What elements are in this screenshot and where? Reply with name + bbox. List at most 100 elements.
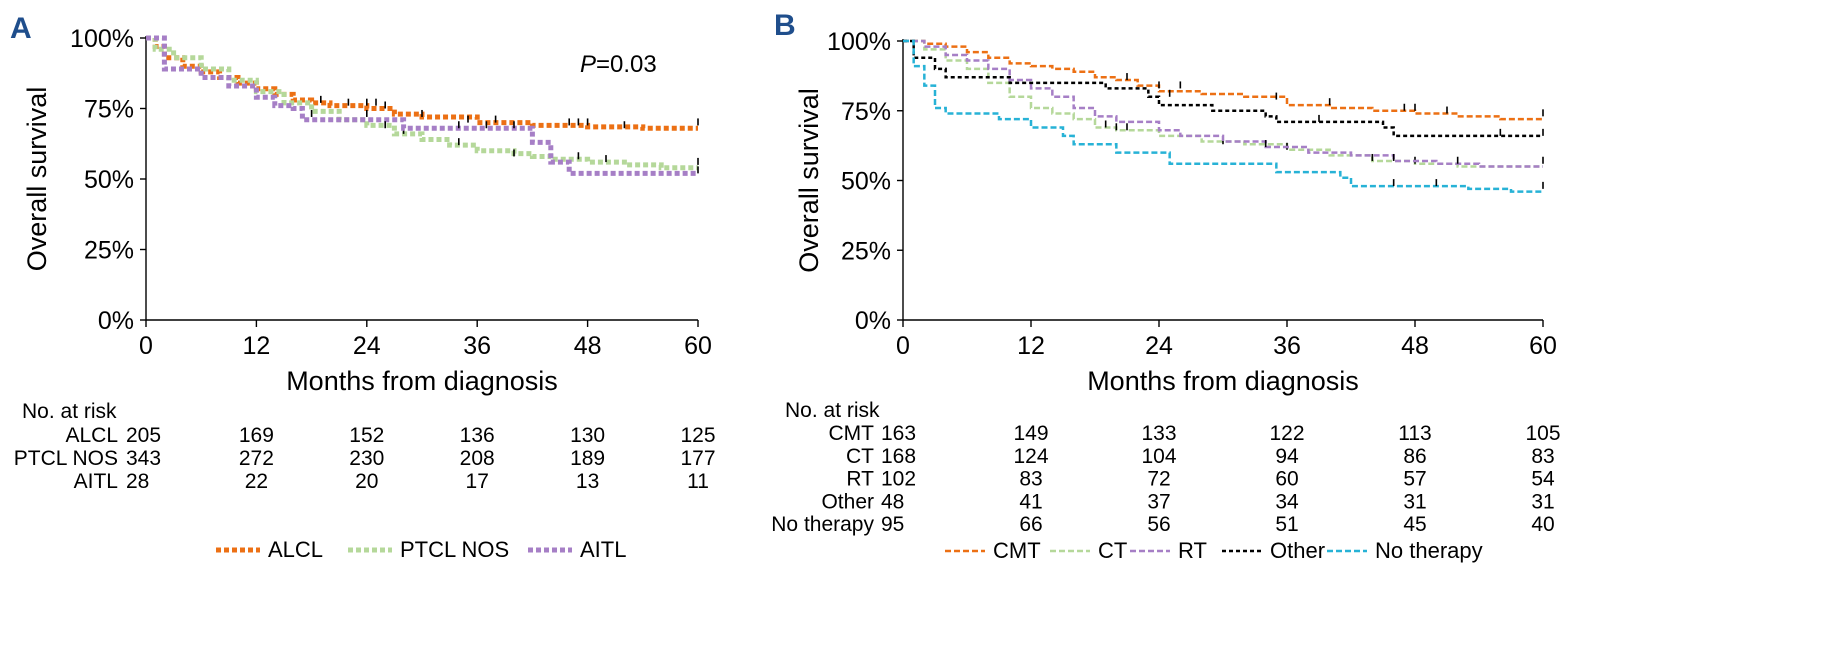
y-tick-label: 25%	[841, 237, 891, 265]
legend-label-cmt: CMT	[993, 538, 1041, 563]
risk-value: 149	[1013, 422, 1048, 445]
risk-row-label: CT	[846, 445, 874, 468]
legend-label-rt: RT	[1178, 538, 1207, 563]
x-tick-label: 12	[1017, 332, 1045, 360]
risk-row-label: ALCL	[65, 424, 118, 447]
x-axis-label: Months from diagnosis	[1087, 366, 1359, 396]
risk-value: 48	[881, 490, 904, 513]
risk-value: 102	[881, 468, 916, 491]
x-tick-label: 24	[353, 332, 381, 360]
risk-value: 177	[680, 447, 715, 470]
x-tick-label: 36	[1273, 332, 1301, 360]
risk-value: 343	[126, 447, 161, 470]
y-tick-label: 50%	[84, 166, 134, 194]
x-tick-label: 0	[139, 332, 153, 360]
x-tick-label: 12	[242, 332, 270, 360]
risk-row-label: AITL	[74, 470, 118, 493]
y-tick-label: 0%	[855, 307, 891, 335]
risk-value: 13	[576, 470, 599, 493]
x-tick-label: 48	[1401, 332, 1429, 360]
series-line-aitl	[146, 35, 698, 176]
risk-value: 136	[460, 424, 495, 447]
series-line-ct	[903, 39, 1543, 168]
series-line-other	[903, 39, 1543, 138]
risk-value: 56	[1147, 513, 1170, 536]
risk-value: 31	[1531, 490, 1554, 513]
series-line-alcl	[146, 35, 698, 131]
risk-value: 11	[687, 470, 709, 493]
risk-value: 17	[466, 470, 489, 493]
y-axis-label: Overall survival	[794, 88, 824, 273]
risk-value: 22	[245, 470, 268, 493]
risk-value: 122	[1269, 422, 1304, 445]
y-tick-label: 75%	[841, 98, 891, 126]
risk-value: 72	[1147, 468, 1170, 491]
risk-value: 168	[881, 445, 916, 468]
panel-label: A	[10, 12, 32, 45]
risk-value: 66	[1019, 513, 1042, 536]
risk-value: 152	[349, 424, 384, 447]
risk-value: 95	[881, 513, 904, 536]
panel-a: A 0% 25% 50% 75% 100% 0 12 24 36 48 60 Months from d…	[10, 12, 716, 562]
risk-value: 45	[1403, 513, 1426, 536]
risk-value: 34	[1275, 490, 1299, 513]
series-line-rt	[903, 39, 1543, 168]
risk-value: 28	[126, 470, 149, 493]
risk-value: 31	[1403, 490, 1426, 513]
risk-row-label: PTCL NOS	[14, 447, 118, 470]
y-tick-label: 50%	[841, 168, 891, 196]
risk-value: 20	[355, 470, 378, 493]
legend-label-no-therapy: No therapy	[1375, 538, 1483, 563]
risk-table-title: No. at risk	[785, 399, 880, 422]
x-tick-label: 48	[574, 332, 602, 360]
risk-value: 124	[1013, 445, 1048, 468]
risk-value: 189	[570, 447, 605, 470]
y-tick-label: 100%	[827, 28, 891, 56]
series-line-no-therapy	[903, 39, 1543, 193]
risk-value: 205	[126, 424, 161, 447]
risk-value: 208	[460, 447, 495, 470]
y-tick-label: 0%	[98, 307, 134, 335]
risk-value: 169	[239, 424, 274, 447]
risk-value: 230	[349, 447, 384, 470]
risk-value: 41	[1019, 490, 1042, 513]
risk-value: 57	[1403, 468, 1426, 491]
risk-value: 130	[570, 424, 605, 447]
legend-label-aitl: AITL	[580, 537, 626, 562]
risk-value: 272	[239, 447, 274, 470]
x-tick-label: 36	[463, 332, 491, 360]
x-tick-label: 60	[1529, 332, 1557, 360]
risk-value: 37	[1147, 490, 1170, 513]
x-axis-label: Months from diagnosis	[286, 366, 558, 396]
x-tick-label: 0	[896, 332, 910, 360]
risk-row-label: CMT	[829, 422, 875, 445]
x-tick-label: 60	[684, 332, 712, 360]
risk-value: 104	[1141, 445, 1176, 468]
risk-value: 163	[881, 422, 916, 445]
risk-value: 51	[1275, 513, 1298, 536]
risk-row-label: RT	[846, 468, 874, 491]
risk-row-label: Other	[821, 490, 874, 513]
risk-value: 113	[1398, 422, 1431, 445]
legend-label-other: Other	[1270, 538, 1325, 563]
risk-value: 86	[1403, 445, 1426, 468]
x-tick-label: 24	[1145, 332, 1173, 360]
p-value: P=0.03	[580, 51, 657, 78]
risk-value: 40	[1531, 513, 1554, 536]
risk-value: 133	[1141, 422, 1176, 445]
series-line-ptcl-nos	[146, 35, 698, 171]
risk-value: 105	[1525, 422, 1560, 445]
risk-value: 54	[1531, 468, 1555, 491]
y-tick-label: 75%	[84, 96, 134, 124]
panel-label: B	[774, 9, 796, 42]
panel-b: B 0% 25% 50% 75% 100% 0 12 24 36 48 60 Months from d…	[771, 9, 1560, 563]
y-axis-label: Overall survival	[22, 87, 52, 272]
legend-label-ct: CT	[1098, 538, 1127, 563]
risk-row-label: No therapy	[771, 513, 874, 536]
y-tick-label: 25%	[84, 237, 134, 265]
risk-value: 60	[1275, 468, 1298, 491]
risk-value: 94	[1275, 445, 1299, 468]
legend-label-alcl: ALCL	[268, 537, 323, 562]
y-tick-label: 100%	[70, 25, 134, 53]
